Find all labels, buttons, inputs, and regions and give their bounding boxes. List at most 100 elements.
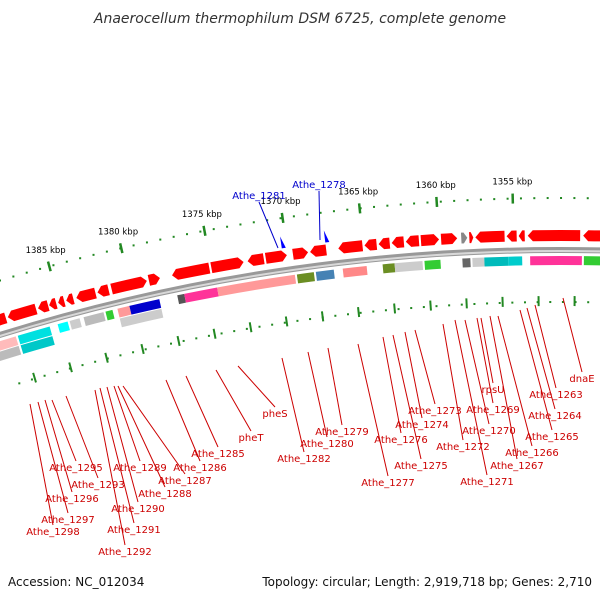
gene-arrow (378, 237, 391, 250)
scale-dot (119, 354, 122, 357)
major-ticks (32, 193, 576, 383)
callout-line (327, 347, 343, 426)
callout-line (357, 343, 389, 477)
inner-tick (320, 311, 325, 322)
scale-dot (561, 301, 564, 304)
scale-dot (309, 318, 312, 321)
gene-label: dnaE (569, 374, 594, 385)
scale-dot (79, 257, 82, 260)
gene-label: Athe_1266 (505, 448, 559, 459)
map-title: Anaerocellum thermophilum DSM 6725, comp… (93, 11, 506, 27)
inner-tick (429, 300, 432, 311)
scale-dot (226, 225, 229, 228)
scale-dot (519, 197, 522, 200)
scale-dot (18, 382, 21, 385)
topology-text: Topology: circular; Length: 2,919,718 bp… (261, 575, 592, 589)
gene-arrow (172, 262, 211, 280)
gene-bar (394, 261, 424, 273)
callout-line (526, 307, 556, 410)
gene-arrow (583, 230, 600, 242)
scale-dot (560, 197, 563, 200)
gene-arrow (460, 232, 468, 244)
callout-line (99, 387, 135, 524)
gene-label: Athe_1270 (462, 426, 516, 437)
scale-dot (68, 367, 71, 370)
gene-arrow (518, 230, 525, 242)
gene-arrow (475, 230, 505, 243)
scale-dot (195, 337, 198, 340)
callout-line (454, 319, 488, 476)
gene-arrow (97, 284, 110, 297)
gene-bar (484, 256, 509, 267)
scale-dot (212, 228, 215, 231)
scale-dot (186, 233, 189, 236)
callout-line (44, 399, 73, 493)
scale-dot (479, 198, 482, 201)
gene-label: Athe_1279 (315, 427, 369, 438)
scale-dot (92, 253, 95, 256)
gene-label: Athe_1291 (107, 525, 161, 536)
gene-bar (342, 265, 368, 278)
gene-label: rpsU (482, 385, 505, 396)
callout-line (464, 319, 490, 425)
scale-dot (334, 314, 337, 317)
callout-line (106, 386, 139, 503)
inner-tick (357, 306, 361, 318)
callout-line (382, 336, 402, 434)
callout-line (534, 304, 557, 389)
scale-dot (587, 301, 590, 304)
feature-marker (280, 236, 286, 249)
scale-dot (506, 197, 509, 200)
scale-dot (486, 302, 489, 305)
scale-dot (207, 334, 210, 337)
callout-line (318, 190, 321, 241)
scale-dot (220, 332, 223, 335)
gene-label: pheT (239, 433, 265, 444)
callout-line (404, 331, 423, 419)
scale-dot (549, 301, 552, 304)
gene-bar (472, 257, 485, 268)
gene-arrow (506, 230, 517, 242)
gene-label: Athe_1275 (394, 461, 448, 472)
scale-dot (65, 260, 68, 263)
scale-dot (422, 306, 425, 309)
scale-dot (271, 323, 274, 326)
feature-marker (323, 230, 330, 243)
scale-dot (439, 200, 442, 203)
gene-label: Athe_1265 (525, 432, 579, 443)
scale-dot (283, 321, 286, 324)
gene-label: Athe_1287 (158, 476, 212, 487)
gene-label: Athe_1296 (45, 494, 99, 505)
gene-label: Athe_1282 (277, 454, 331, 465)
gene-arrow (405, 235, 420, 247)
scale-dot (106, 357, 109, 360)
gene-label: Athe_1286 (173, 463, 227, 474)
gene-arrow (66, 293, 75, 305)
inner-tick (104, 352, 109, 363)
callout-line (29, 403, 54, 526)
scale-dot (279, 217, 282, 220)
callout-line (281, 357, 305, 453)
kbp-label: 1375 kbp (182, 210, 222, 220)
callout-line (497, 315, 533, 447)
scale-dot (399, 203, 402, 206)
gene-arrow (469, 232, 474, 244)
gene-arrow (391, 236, 405, 248)
gene-arrow (49, 298, 58, 310)
scale-dot (182, 339, 185, 342)
scale-dot (252, 221, 255, 224)
accession-text: Accession: NC_012034 (8, 575, 144, 589)
scale-dot (319, 211, 322, 214)
gene-bar (530, 256, 582, 266)
scale-dot (546, 197, 549, 200)
callout-line (519, 309, 553, 431)
gene-bar (382, 263, 396, 274)
major-tick (46, 261, 52, 272)
callout-line (65, 395, 99, 479)
callout-line (237, 365, 276, 408)
gene-label: Athe_1285 (191, 449, 245, 460)
inner-tick (284, 316, 289, 327)
